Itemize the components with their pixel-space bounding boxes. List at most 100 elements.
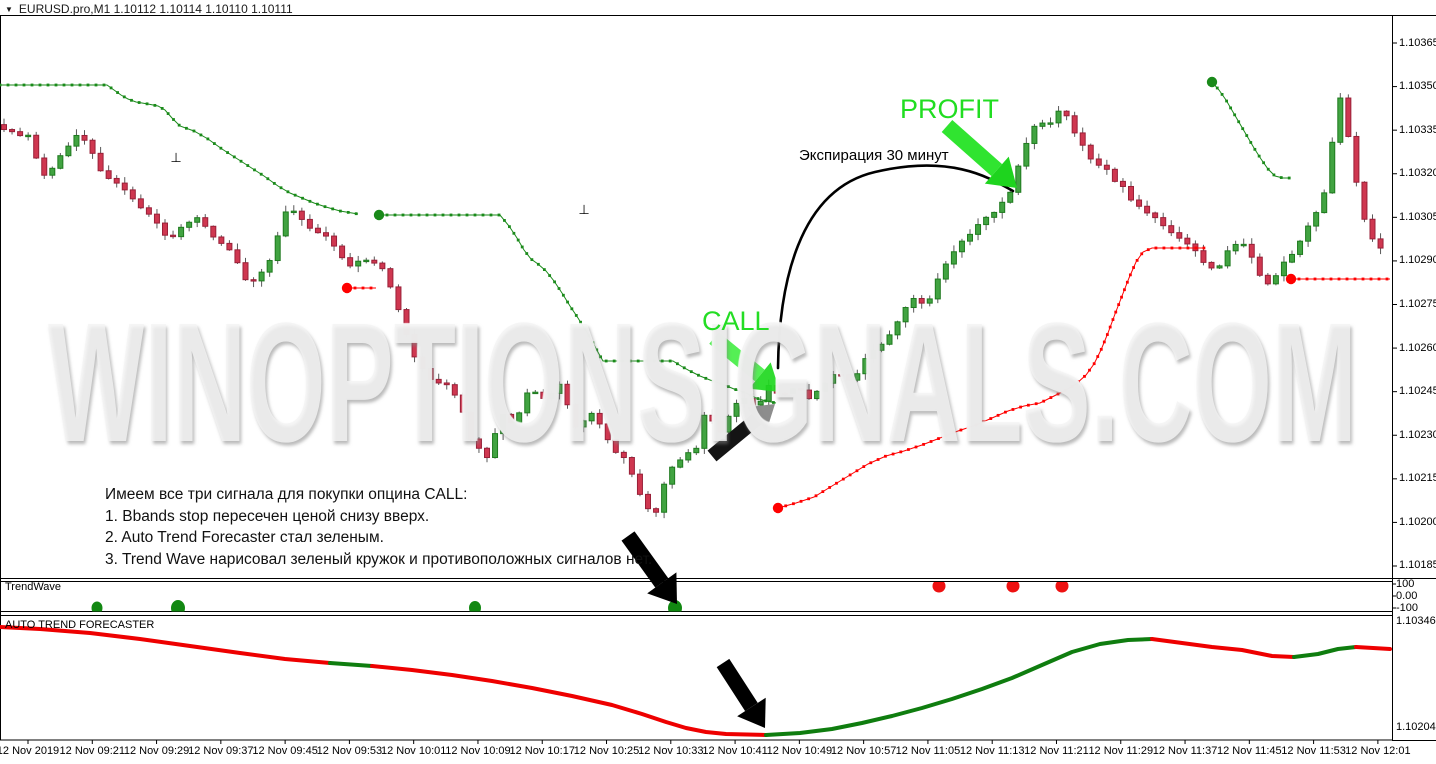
time-label: 12 Nov 10:09 bbox=[445, 745, 511, 757]
candle bbox=[1345, 94, 1352, 138]
candle bbox=[1240, 238, 1247, 248]
candle bbox=[1168, 220, 1175, 237]
candle bbox=[9, 128, 16, 135]
candle bbox=[41, 153, 48, 179]
expiration-label: Экспирация 30 минут bbox=[799, 147, 949, 164]
candle bbox=[129, 186, 136, 202]
candle bbox=[387, 267, 394, 289]
candle bbox=[1055, 106, 1062, 128]
y-axis-label: 1.10230 bbox=[1399, 428, 1436, 441]
doji-mark: ⊥ bbox=[578, 202, 589, 217]
candle bbox=[250, 277, 257, 288]
candle bbox=[65, 142, 72, 158]
candle bbox=[363, 257, 370, 264]
candle bbox=[1119, 178, 1126, 193]
candle bbox=[1256, 253, 1263, 277]
time-label: 12 Nov 10:17 bbox=[509, 745, 575, 757]
candle bbox=[1289, 250, 1295, 264]
candle bbox=[17, 127, 24, 137]
candle bbox=[983, 215, 990, 231]
signal-line-2: 1. Bbands stop пересечен ценой снизу вве… bbox=[105, 507, 430, 525]
candle bbox=[290, 205, 297, 216]
symbol-dropdown-icon[interactable]: ▼ bbox=[5, 5, 13, 14]
candle bbox=[170, 230, 177, 239]
candle bbox=[967, 229, 973, 246]
candle bbox=[57, 153, 64, 170]
profit-label: PROFIT bbox=[900, 94, 999, 124]
profit-arrow bbox=[941, 120, 1017, 188]
candle bbox=[1071, 111, 1078, 137]
candle bbox=[81, 130, 88, 145]
candle bbox=[999, 197, 1006, 219]
signal-line-1: Имеем все три сигнала для покупки опцина… bbox=[105, 486, 468, 503]
candle bbox=[194, 214, 201, 228]
atf-indicator-line bbox=[0, 625, 1392, 737]
candle bbox=[314, 224, 321, 234]
candle bbox=[234, 243, 241, 264]
time-label: 12 Nov 11:13 bbox=[959, 745, 1025, 757]
candle bbox=[1272, 272, 1279, 286]
candle bbox=[1232, 240, 1239, 255]
candle bbox=[1216, 264, 1223, 269]
y-axis-label: 1.10200 bbox=[1399, 515, 1436, 528]
candle bbox=[355, 255, 362, 273]
candle bbox=[331, 232, 338, 252]
candle bbox=[323, 226, 329, 241]
candle bbox=[1007, 189, 1014, 204]
candle bbox=[145, 205, 152, 217]
candle bbox=[1031, 123, 1038, 150]
candle bbox=[1079, 127, 1086, 152]
candle bbox=[1224, 246, 1231, 269]
candle bbox=[105, 165, 112, 180]
call-label: CALL bbox=[702, 306, 770, 336]
candle bbox=[242, 257, 249, 281]
atf-axis-label: 1.103466 bbox=[1396, 615, 1436, 627]
candle bbox=[1337, 93, 1344, 145]
candle bbox=[1361, 181, 1368, 223]
time-label: 12 Nov 2019 bbox=[0, 745, 60, 757]
candle bbox=[371, 256, 378, 266]
y-axis-label: 1.10350 bbox=[1399, 80, 1436, 93]
trendwave-panel-label: TrendWave bbox=[5, 581, 62, 593]
time-label: 12 Nov 09:53 bbox=[316, 745, 383, 757]
time-label: 12 Nov 09:37 bbox=[188, 745, 254, 757]
candle bbox=[298, 207, 305, 226]
y-axis-label: 1.10305 bbox=[1399, 210, 1436, 223]
signal-annotation-block: Имеем все три сигнала для покупки опцина… bbox=[105, 484, 652, 570]
time-label: 12 Nov 11:53 bbox=[1281, 745, 1346, 757]
candle bbox=[113, 175, 120, 188]
candle bbox=[1248, 238, 1255, 264]
candle bbox=[1297, 239, 1304, 258]
candle bbox=[1103, 159, 1110, 175]
time-label: 12 Nov 10:41 bbox=[702, 745, 768, 757]
candle bbox=[1160, 212, 1167, 230]
time-label: 12 Nov 09:21 bbox=[59, 745, 125, 757]
candle bbox=[202, 214, 209, 229]
atf-signal-arrow bbox=[716, 658, 766, 728]
candle bbox=[1111, 167, 1118, 183]
candle bbox=[1377, 233, 1384, 255]
candle bbox=[258, 268, 265, 287]
candle bbox=[33, 131, 40, 160]
candle bbox=[1015, 164, 1022, 196]
candle bbox=[991, 211, 998, 223]
candle bbox=[1152, 211, 1159, 224]
signal-line-3: 2. Auto Trend Forecaster стал зеленым. bbox=[105, 529, 384, 547]
candle bbox=[1023, 137, 1030, 170]
y-axis-label: 1.10185 bbox=[1399, 559, 1436, 572]
trendwave-dots bbox=[91, 582, 1069, 612]
time-label: 12 Nov 09:29 bbox=[123, 745, 190, 757]
time-label: 12 Nov 11:29 bbox=[1088, 745, 1154, 757]
candle bbox=[89, 138, 96, 159]
time-label: 12 Nov 10:25 bbox=[573, 745, 640, 757]
candle bbox=[339, 244, 346, 260]
time-label: 12 Nov 12:01 bbox=[1345, 745, 1411, 757]
time-label: 12 Nov 11:45 bbox=[1217, 745, 1282, 757]
y-axis-label: 1.10335 bbox=[1399, 123, 1436, 136]
candle bbox=[1176, 226, 1183, 242]
candle bbox=[1192, 240, 1199, 257]
candle bbox=[1, 118, 7, 132]
candle bbox=[1208, 261, 1215, 271]
